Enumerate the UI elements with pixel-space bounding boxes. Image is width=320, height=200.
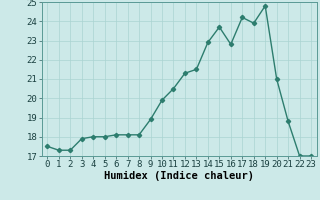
X-axis label: Humidex (Indice chaleur): Humidex (Indice chaleur) bbox=[104, 171, 254, 181]
